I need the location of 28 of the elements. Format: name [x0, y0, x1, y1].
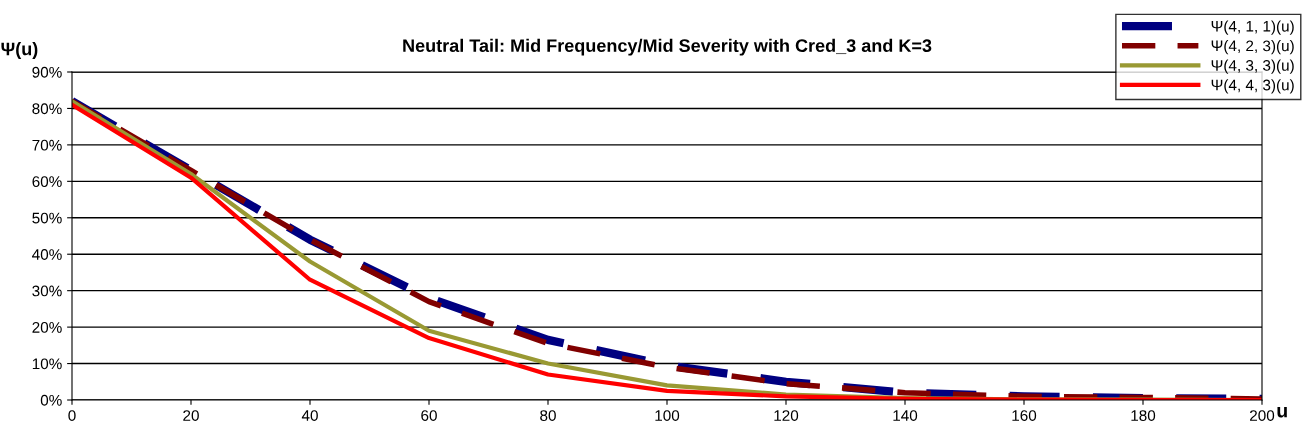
- x-tick-label: 160: [1012, 410, 1037, 421]
- y-tick-label: 10%: [32, 358, 62, 370]
- y-tick-label: 70%: [32, 139, 62, 151]
- x-tick-label: 120: [774, 410, 799, 421]
- legend-label: Ψ(4, 4, 3)(u): [1211, 79, 1294, 94]
- y-tick-label: 80%: [32, 103, 62, 115]
- y-tick-label: 60%: [32, 176, 62, 188]
- x-tick-label: 20: [183, 410, 199, 421]
- legend-label: Ψ(4, 2, 3)(u): [1211, 40, 1294, 55]
- y-tick-label: 30%: [32, 285, 62, 297]
- x-axis-title: u: [1277, 407, 1287, 418]
- x-tick-label: 0: [68, 410, 76, 421]
- y-tick-label: 0%: [40, 394, 62, 406]
- y-axis-title: Ψ(u): [1, 42, 38, 59]
- y-tick-label: 90%: [32, 66, 62, 78]
- x-tick-label: 180: [1131, 410, 1156, 421]
- legend-label: Ψ(4, 3, 3)(u): [1211, 59, 1294, 74]
- x-tick-label: 200: [1250, 410, 1275, 421]
- x-tick-label: 140: [893, 410, 918, 421]
- x-tick-label: 80: [540, 410, 556, 421]
- y-tick-label: 40%: [32, 249, 62, 260]
- x-tick-label: 60: [421, 410, 437, 421]
- x-tick-label: 40: [301, 410, 318, 421]
- legend-label: Ψ(4, 1, 1)(u): [1211, 20, 1294, 35]
- y-tick-label: 50%: [32, 212, 62, 224]
- chart-title: Neutral Tail: Mid Frequency/Mid Severity with Cred_3 and K=3: [403, 38, 932, 56]
- x-tick-label: 100: [655, 410, 680, 421]
- y-tick-label: 20%: [32, 321, 62, 333]
